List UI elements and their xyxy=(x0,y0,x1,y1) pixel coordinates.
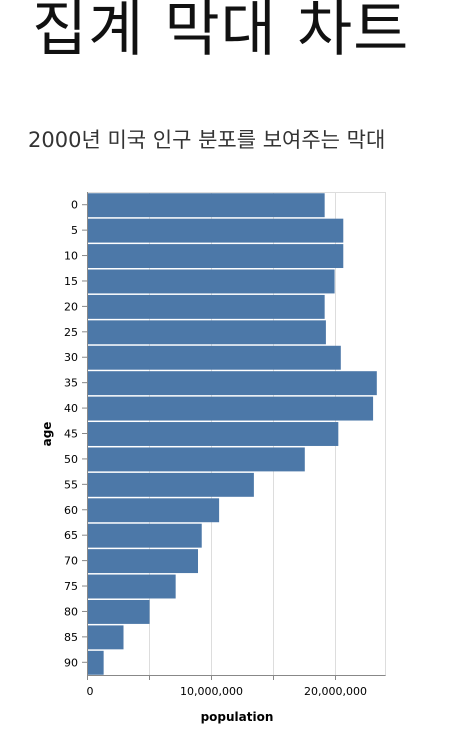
y-tick-label: 80 xyxy=(64,605,78,618)
axis-labels: 0 5 10 15 20 25 30 35 40 45 50 55 60 65 70 75 80 85 90 0 10,… xyxy=(64,199,367,698)
axes xyxy=(82,192,386,680)
bar-age-45 xyxy=(87,422,339,446)
x-axis-title: population xyxy=(201,710,274,724)
y-tick-label: 40 xyxy=(64,402,78,415)
y-tick-label: 20 xyxy=(64,300,78,313)
bar-age-80 xyxy=(87,599,150,624)
x-tick-label: 20,000,000 xyxy=(304,685,367,698)
bar-age-40 xyxy=(87,396,374,421)
bar-age-50 xyxy=(87,447,305,472)
y-axis-title: age xyxy=(40,422,54,447)
y-tick-label: 15 xyxy=(64,275,78,288)
y-tick-label: 50 xyxy=(64,453,78,466)
y-tick-label: 55 xyxy=(64,478,78,491)
bar-age-35 xyxy=(87,371,377,396)
y-tick-label: 70 xyxy=(64,555,78,568)
y-tick-label: 0 xyxy=(71,199,78,212)
bar-age-55 xyxy=(87,472,254,497)
bar-age-70 xyxy=(87,549,199,574)
x-tick-label: 10,000,000 xyxy=(180,685,243,698)
bar-age-90 xyxy=(87,650,104,675)
bar-age-25 xyxy=(87,320,326,345)
bar-age-75 xyxy=(87,574,176,599)
y-tick-label: 30 xyxy=(64,351,78,364)
bar-age-0 xyxy=(87,193,325,218)
y-tick-label: 25 xyxy=(64,326,78,339)
y-tick-label: 45 xyxy=(64,428,78,441)
bar-age-65 xyxy=(87,523,202,548)
bar-age-85 xyxy=(87,625,124,650)
y-tick-label: 60 xyxy=(64,504,78,517)
bar-age-10 xyxy=(87,244,344,269)
bar-age-60 xyxy=(87,498,220,523)
bar-age-20 xyxy=(87,294,325,319)
y-tick-label: 85 xyxy=(64,631,78,644)
bar-age-30 xyxy=(87,345,341,370)
y-tick-label: 35 xyxy=(64,377,78,390)
bar-series xyxy=(87,193,377,675)
bar-age-15 xyxy=(87,269,335,294)
page-title: 집계 막대 차트 xyxy=(32,0,410,65)
chart-subtitle: 2000년 미국 인구 분포를 보여주는 막대 xyxy=(28,128,386,152)
y-tick-label: 75 xyxy=(64,580,78,593)
y-tick-label: 5 xyxy=(71,224,78,237)
y-tick-label: 10 xyxy=(64,250,78,263)
x-tick-label: 0 xyxy=(87,685,94,698)
y-tick-label: 90 xyxy=(64,656,78,669)
y-tick-label: 65 xyxy=(64,529,78,542)
bar-age-5 xyxy=(87,218,344,243)
